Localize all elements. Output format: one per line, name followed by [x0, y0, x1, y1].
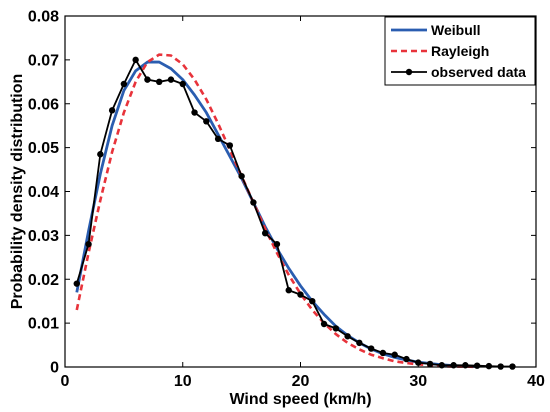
observed-data-point — [332, 325, 340, 332]
observed-data-point — [226, 142, 234, 149]
observed-data-point — [214, 135, 222, 143]
x-tick-label: 30 — [409, 373, 427, 390]
observed-data-point — [356, 339, 363, 347]
observed-data-point — [473, 362, 481, 369]
observed-data-point — [379, 349, 387, 357]
observed-data-point — [132, 56, 139, 64]
observed-data-point — [238, 172, 245, 180]
legend-label: Weibull — [431, 22, 481, 38]
axis-ticks — [64, 15, 537, 368]
observed-data-point — [97, 151, 104, 158]
y-tick-label: 0.06 — [28, 96, 59, 113]
observed-data-point — [191, 109, 198, 116]
observed-data-point — [403, 355, 410, 363]
y-tick-label: 0.07 — [28, 52, 59, 69]
x-axis-title: Wind speed (km/h) — [229, 391, 371, 408]
observed-data-point — [144, 76, 151, 83]
observed-data-point — [73, 280, 80, 287]
y-tick-label: 0.04 — [28, 184, 59, 201]
observed-data-point — [273, 240, 281, 248]
observed-data-point — [156, 78, 163, 86]
legend: Weibull Rayleigh observed data — [384, 16, 536, 86]
series-line-rayleigh — [75, 53, 478, 369]
legend-label: observed data — [431, 64, 526, 80]
observed-data-point — [320, 320, 328, 328]
y-tick-label: 0.05 — [28, 140, 59, 157]
observed-data-point — [344, 333, 351, 340]
y-axis-title: Probability density distribution — [9, 74, 26, 310]
observed-data-point — [120, 80, 128, 88]
observed-data-point — [309, 297, 316, 305]
observed-data-point — [367, 345, 375, 352]
observed-data-point — [203, 118, 210, 125]
y-tick-label: 0.08 — [28, 9, 59, 26]
observed-data-point — [426, 360, 434, 368]
plot-markers — [73, 56, 516, 370]
y-tick-label: 0 — [50, 360, 59, 377]
x-tick-label: 40 — [527, 373, 545, 390]
y-tick-label: 0.02 — [28, 272, 59, 289]
observed-data-point — [297, 291, 304, 298]
observed-data-point — [167, 76, 175, 83]
legend-label: Rayleigh — [431, 43, 489, 59]
observed-data-point — [250, 199, 257, 206]
x-tick-label: 10 — [174, 373, 192, 390]
observed-data-point — [285, 287, 292, 294]
observed-data-point — [179, 80, 186, 88]
legend-marker — [405, 68, 413, 76]
x-tick-label: 20 — [292, 373, 310, 390]
x-tick-label: 0 — [61, 373, 70, 390]
observed-data-point — [85, 240, 92, 248]
legend-items: Weibull Rayleigh observed data — [391, 22, 526, 80]
y-tick-label: 0.01 — [28, 316, 59, 333]
y-tick-label: 0.03 — [28, 228, 59, 245]
observed-data-point — [261, 229, 269, 237]
observed-data-point — [108, 107, 116, 114]
y-tick-labels: 0 0.01 0.02 0.03 0.04 0.05 0.06 0.07 0.08 — [28, 9, 59, 377]
observed-data-point — [391, 351, 398, 358]
x-tick-labels: 0 10 20 30 40 — [61, 373, 545, 390]
observed-data-point — [485, 362, 493, 370]
